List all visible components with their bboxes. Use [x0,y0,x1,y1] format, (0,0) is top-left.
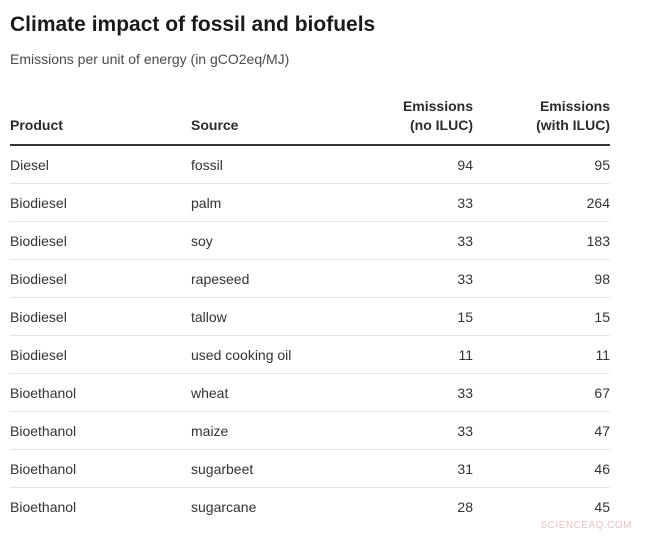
cell-source: rapeseed [191,259,361,298]
cell-emissions-with-iluc: 47 [473,411,610,450]
cell-emissions-with-iluc: 95 [473,145,610,184]
emissions-table: Product Source Emissions (no ILUC) Emiss… [10,92,610,525]
cell-emissions-no-iluc: 15 [361,297,473,336]
cell-emissions-no-iluc: 33 [361,373,473,412]
cell-product: Bioethanol [10,449,191,488]
cell-source: sugarbeet [191,449,361,488]
cell-emissions-no-iluc: 11 [361,335,473,374]
cell-emissions-no-iluc: 33 [361,411,473,450]
header-with-iluc-line-2: (with ILUC) [536,117,610,133]
cell-product: Bioethanol [10,411,191,450]
cell-emissions-with-iluc: 183 [473,221,610,260]
cell-source: sugarcane [191,498,257,515]
header-emissions-with-iluc: Emissions (with ILUC) [473,92,610,146]
cell-product: Biodiesel [10,221,191,260]
cell-emissions-no-iluc: 31 [361,449,473,488]
cell-emissions-no-iluc: 33 [361,221,473,260]
cell-product: Biodiesel [10,183,191,222]
table-header: Product Source Emissions (no ILUC) Emiss… [10,92,610,146]
cell-emissions-with-iluc: 15 [473,297,610,336]
cell-source: tallow [191,297,361,336]
table-row: Biodiesel rapeseed 33 98 [10,259,610,298]
header-no-iluc-line-2: (no ILUC) [410,117,473,133]
table-row: Biodiesel used cooking oil 11 11 [10,335,610,374]
header-source: Source [191,92,361,146]
table-body: Diesel fossil 94 95 Biodiesel palm 33 264 Biodie… [10,145,610,525]
cell-product: Biodiesel [10,335,191,374]
cell-product: Bioethanol [10,498,77,515]
cell-emissions-with-iluc: 11 [473,335,610,374]
header-no-iluc-line-1: Emissions [402,98,473,114]
cell-emissions-with-iluc: 45 [594,498,610,515]
cell-emissions-with-iluc: 67 [473,373,610,412]
table-row: Bioethanol sugarcane 28 45 [10,488,610,526]
cell-product: Diesel [10,145,191,184]
chart-subtitle: Emissions per unit of energy (in gCO2eq/… [10,51,290,67]
chart-title: Climate impact of fossil and biofuels [10,13,376,36]
cell-source: palm [191,183,361,222]
cell-emissions-no-iluc: 94 [361,145,473,184]
cell-emissions-with-iluc: 264 [473,183,610,222]
cell-product: Biodiesel [10,259,191,298]
cell-emissions-with-iluc: 46 [473,449,610,488]
header-with-iluc-line-1: Emissions [539,98,610,114]
cell-emissions-no-iluc: 28 [457,498,473,515]
cell-emissions-no-iluc: 33 [361,259,473,298]
table-row: Bioethanol maize 33 47 [10,411,610,450]
header-emissions-no-iluc: Emissions (no ILUC) [361,92,473,146]
header-product: Product [10,92,191,146]
cell-source: maize [191,411,361,450]
cell-emissions-with-iluc: 98 [473,259,610,298]
cell-source: wheat [191,373,361,412]
cell-emissions-no-iluc: 33 [361,183,473,222]
table-row: Biodiesel tallow 15 15 [10,297,610,336]
header-row: Product Source Emissions (no ILUC) Emiss… [10,92,610,146]
header-source-line: Source [191,117,239,133]
header-product-line: Product [10,117,63,133]
table-row: Bioethanol wheat 33 67 [10,373,610,412]
cell-product: Biodiesel [10,297,191,336]
watermark: SCIENCEAQ.COM [540,520,632,531]
cell-source: fossil [191,145,361,184]
cell-product: Bioethanol [10,373,191,412]
cell-source: soy [191,221,361,260]
table-row: Diesel fossil 94 95 [10,145,610,184]
table-row: Biodiesel soy 33 183 [10,221,610,260]
cell-source: used cooking oil [191,335,361,374]
table-row: Biodiesel palm 33 264 [10,183,610,222]
table-row: Bioethanol sugarbeet 31 46 [10,449,610,488]
